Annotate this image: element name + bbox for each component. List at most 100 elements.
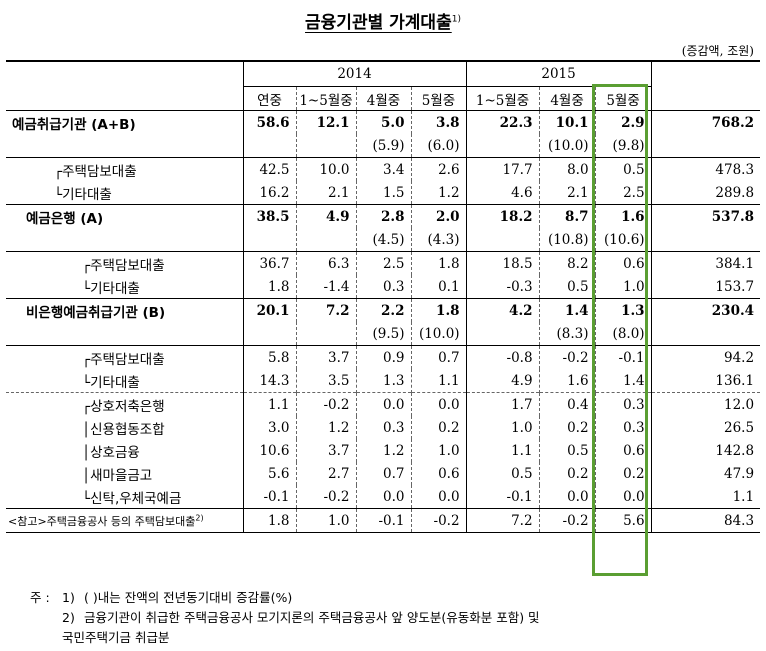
table-row: 예금은행 (A) 38.5 4.9 2.8 2.0 18.2 8.7 1.6 537.8 (6, 204, 761, 228)
table-cell: 17.7 (465, 157, 540, 181)
row-label: 예금은행 (A) (26, 210, 104, 227)
title-footnote-marker: 1) (451, 14, 461, 25)
table-cell: 1.1 (242, 392, 296, 416)
row-label: <참고>주택금융공사 등의 주택담보대출 (8, 514, 196, 528)
table-cell: 36.7 (242, 251, 296, 275)
table-row: │신용협동조합 3.0 1.2 0.3 0.2 1.0 0.2 0.3 26.5 (6, 416, 761, 439)
row-label: ┌상호저축은행 (82, 398, 165, 415)
growth-rate-cell (295, 228, 356, 252)
table-cell: 0.9 (355, 345, 411, 369)
table-cell: 20.1 (242, 298, 296, 322)
table-cell: -0.2 (538, 345, 596, 369)
table-cell: 10.0 (295, 157, 356, 181)
table-cell: 0.5 (594, 157, 652, 181)
row-label: │새마을금고 (82, 467, 153, 484)
table-cell: 230.4 (650, 298, 761, 322)
growth-rate-cell: (10.8) (538, 228, 596, 252)
table-cell: 1.3 (355, 369, 411, 393)
table-cell: 0.2 (538, 462, 596, 485)
table-cell: -0.2 (410, 508, 467, 533)
table-cell: 0.6 (410, 462, 467, 485)
table-row: │상호금융 10.6 3.7 1.2 1.0 1.1 0.5 0.6 142.8 (6, 439, 761, 462)
growth-rate-cell (242, 322, 296, 346)
year-2015-header: 2015 (465, 60, 652, 87)
notes-prefix: 주 : (30, 590, 50, 605)
row-label: 비은행예금취급기관 (B) (26, 304, 166, 321)
table-row: └기타대출 1.8 -1.4 0.3 0.1 -0.3 0.5 1.0 153.7 (6, 275, 761, 299)
table-cell: 0.5 (465, 462, 540, 485)
table-row: 비은행예금취급기관 (B) 20.1 7.2 2.2 1.8 4.2 1.4 1.3 230.4 (6, 298, 761, 322)
table-cell: 1.4 (594, 369, 652, 393)
row-label: └기타대출 (54, 186, 112, 203)
table-cell: 5.0 (355, 110, 411, 134)
growth-rate-cell (465, 322, 540, 346)
row-label: │신용협동조합 (82, 421, 165, 438)
table-cell: 3.0 (242, 416, 296, 439)
growth-rate-cell (295, 134, 356, 158)
table-cell: 0.0 (410, 392, 467, 416)
note-1-text: ( )내는 잔액의 전년동기대비 증감률(%) (84, 590, 293, 605)
table-cell: 10.1 (538, 110, 596, 134)
row-label: └신탁,우체국예금 (82, 490, 182, 507)
table-cell: 1.5 (355, 181, 411, 205)
table-cell: 1.8 (410, 298, 467, 322)
table-cell: 0.0 (410, 485, 467, 509)
header-row-periods: 연중 1~5월중 4월중 5월중 1~5월중 4월중 5월중 (6, 86, 760, 111)
table-cell: -0.2 (295, 485, 356, 509)
col-header-may-2014: 5월중 (410, 86, 467, 111)
table-cell: 4.2 (465, 298, 540, 322)
growth-rate-cell: (9.8) (594, 134, 652, 158)
table-cell: 384.1 (650, 251, 761, 275)
table-row: <참고>주택금융공사 등의 주택담보대출2) 1.8 1.0 -0.1 -0.2 7.2-… (6, 508, 761, 533)
table-row: 예금취급기관 (A+B) 58.6 12.1 5.0 3.8 22.3 10.1 2.9 768… (6, 110, 761, 134)
table-cell: 2.8 (355, 204, 411, 228)
table-cell: 47.9 (650, 462, 761, 485)
table-cell: 5.6 (242, 462, 296, 485)
table-cell: 8.7 (538, 204, 596, 228)
table-cell: 1.1 (410, 369, 467, 393)
table-cell: 0.2 (594, 462, 652, 485)
table-cell: 0.5 (538, 439, 596, 462)
table-cell: 0.3 (594, 416, 652, 439)
table-cell: 1.2 (410, 181, 467, 205)
table-row: ┌주택담보대출 42.5 10.0 3.4 2.6 17.7 8.0 0.5 478.3 (6, 157, 761, 181)
table-cell: 0.6 (594, 439, 652, 462)
table-cell: 1.1 (465, 439, 540, 462)
unit-label: (증감액, 조원) (681, 44, 754, 58)
table-cell: 6.3 (295, 251, 356, 275)
table-cell: 94.2 (650, 345, 761, 369)
table-cell: 1.6 (594, 204, 652, 228)
table-cell: 10.6 (242, 439, 296, 462)
header-row-years: 2014 2015 (6, 60, 761, 111)
row-label: ┌주택담보대출 (54, 163, 137, 180)
table-cell: 142.8 (650, 439, 761, 462)
table-cell: 0.4 (538, 392, 596, 416)
row-label-footnote: 2) (195, 512, 204, 522)
col-header-jan-may-2014: 1~5월중 (295, 86, 356, 111)
table-cell: -0.1 (594, 345, 652, 369)
note-2-number: 2) (62, 610, 75, 625)
table-cell: 1.3 (594, 298, 652, 322)
table-row: │새마을금고 5.6 2.7 0.7 0.6 0.5 0.2 0.2 47.9 (6, 462, 761, 485)
table-cell: 1.2 (295, 416, 356, 439)
growth-rate-cell (650, 322, 761, 346)
table-cell: 7.2 (465, 508, 540, 533)
table-cell: 0.7 (410, 345, 467, 369)
table-cell: 2.1 (295, 181, 356, 205)
growth-rate-cell (465, 134, 540, 158)
note-2-text: 금융기관이 취급한 주택금융공사 모기지론의 주택금융공사 앞 양도분(유동화분… (84, 610, 540, 625)
table-cell: 0.3 (355, 416, 411, 439)
table-cell: 14.3 (242, 369, 296, 393)
table-cell: 22.3 (465, 110, 540, 134)
table-cell: 0.2 (410, 416, 467, 439)
table-cell: -0.8 (465, 345, 540, 369)
table-cell: 4.6 (465, 181, 540, 205)
growth-rate-cell (650, 228, 761, 252)
table-cell: 8.2 (538, 251, 596, 275)
table-cell: 0.2 (538, 416, 596, 439)
table-row: ┌주택담보대출 36.7 6.3 2.5 1.8 18.5 8.2 0.6 384.1 (6, 251, 761, 275)
growth-rate-cell: (10.0) (410, 322, 467, 346)
table-cell: 1.4 (538, 298, 596, 322)
table-cell: 84.3 (650, 508, 761, 533)
table-row-growth: (4.5) (4.3) (10.8) (10.6) (6, 228, 761, 252)
